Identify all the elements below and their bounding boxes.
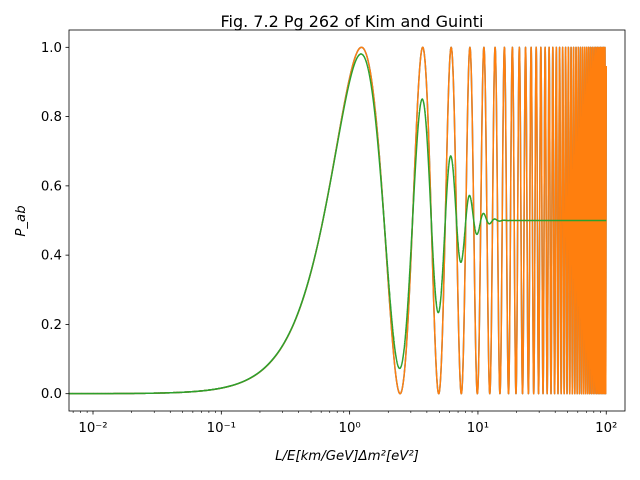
y-tick-label: 0.2 <box>41 318 62 333</box>
y-tick-label: 0.6 <box>41 179 62 194</box>
x-axis-label: L/E[km/GeV]Δm²[eV²] <box>275 449 419 464</box>
plot-frame <box>68 29 626 412</box>
x-tick-label: 10⁻¹ <box>207 421 236 436</box>
y-axis: 0.0 0.2 0.4 0.6 0.8 1.0 <box>41 41 69 402</box>
chart-title: Fig. 7.2 Pg 262 of Kim and Guinti <box>220 12 483 31</box>
x-tick-label: 10⁻² <box>78 421 107 436</box>
x-axis-label-text: L/E[km/GeV]Δm²[eV²] <box>275 449 419 464</box>
y-tick-label: 0.0 <box>41 387 62 402</box>
y-axis-label-text: P_ab <box>14 205 29 236</box>
y-tick-label: 1.0 <box>41 41 62 56</box>
x-tick-label: 10² <box>595 421 617 436</box>
series-layer <box>69 46 607 395</box>
y-tick-label: 0.4 <box>41 249 62 264</box>
y-axis-label: P_ab <box>14 205 29 236</box>
x-tick-label: 10⁰ <box>338 421 360 436</box>
series-line-2 <box>69 53 607 395</box>
plot-area <box>68 29 626 412</box>
x-tick-label: 10¹ <box>467 421 489 436</box>
y-tick-label: 0.8 <box>41 110 62 125</box>
x-axis: 10⁻² 10⁻¹ 10⁰ 10¹ 10² <box>72 411 617 436</box>
